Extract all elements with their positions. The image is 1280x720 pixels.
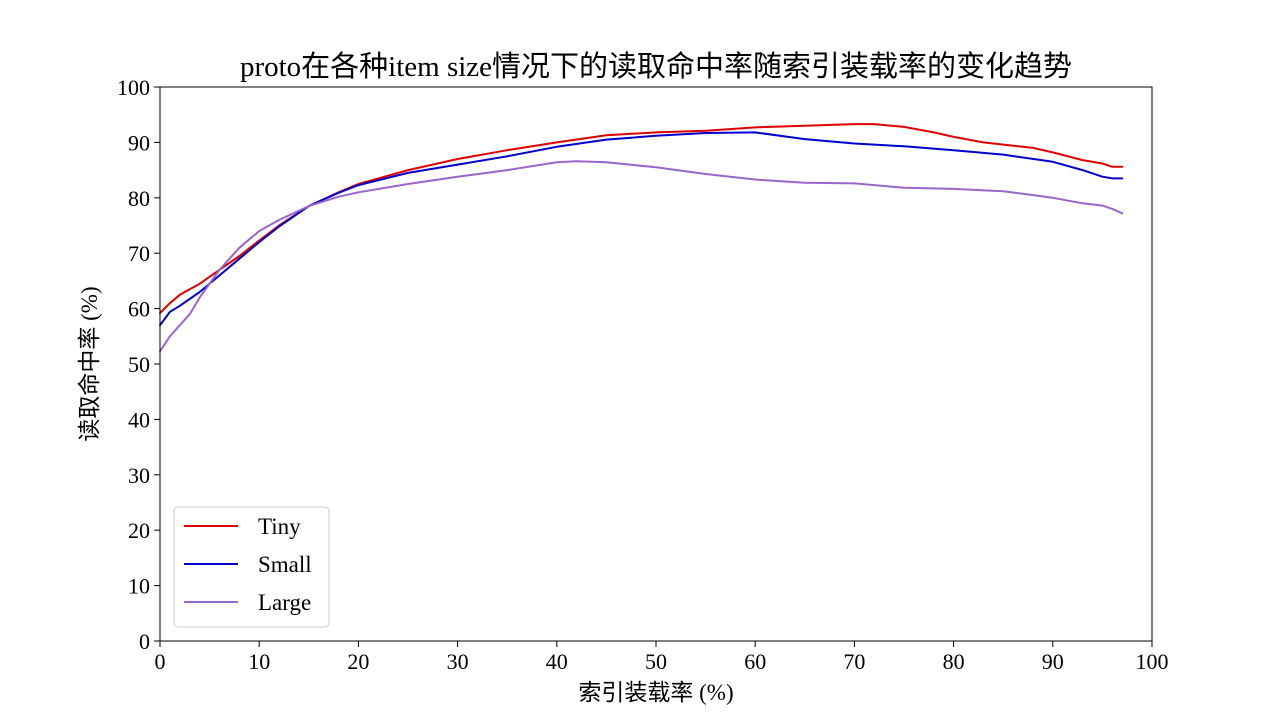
legend-label-large: Large (258, 590, 311, 615)
y-tick-label: 50 (128, 352, 150, 377)
x-tick-label: 30 (447, 649, 469, 674)
series-line-large (159, 160, 1124, 353)
legend: Tiny Small Large (173, 506, 330, 628)
x-tick-label: 20 (347, 649, 369, 674)
y-tick-label: 60 (128, 297, 150, 322)
y-axis: 0 10 20 30 40 50 60 70 80 90 100 (117, 75, 160, 654)
y-tick-label: 80 (128, 186, 150, 211)
x-tick-label: 0 (155, 649, 166, 674)
x-tick-label: 10 (248, 649, 270, 674)
series-line-small (159, 131, 1124, 327)
y-axis-label: 读取命中率 (%) (77, 286, 102, 441)
y-tick-label: 70 (128, 241, 150, 266)
x-axis-label: 索引装载率 (%) (578, 680, 733, 705)
y-tick-label: 20 (128, 518, 150, 543)
y-tick-label: 40 (128, 407, 150, 432)
legend-box (173, 506, 330, 628)
y-tick-label: 100 (117, 75, 150, 100)
legend-label-tiny: Tiny (258, 514, 301, 539)
chart-title: proto在各种item size情况下的读取命中率随索引装载率的变化趋势 (240, 50, 1072, 83)
y-tick-label: 30 (128, 463, 150, 488)
series-line-tiny (159, 123, 1124, 314)
y-tick-label: 90 (128, 130, 150, 155)
x-tick-label: 70 (843, 649, 865, 674)
x-axis: 0 10 20 30 40 50 60 70 80 90 100 (155, 641, 1169, 674)
x-tick-label: 100 (1136, 649, 1169, 674)
y-tick-label: 0 (139, 629, 150, 654)
x-tick-label: 50 (645, 649, 667, 674)
y-tick-label: 10 (128, 574, 150, 599)
x-tick-label: 60 (744, 649, 766, 674)
x-tick-label: 40 (546, 649, 568, 674)
legend-label-small: Small (258, 552, 312, 577)
x-tick-label: 90 (1042, 649, 1064, 674)
x-tick-label: 80 (943, 649, 965, 674)
series-layer (159, 123, 1124, 353)
